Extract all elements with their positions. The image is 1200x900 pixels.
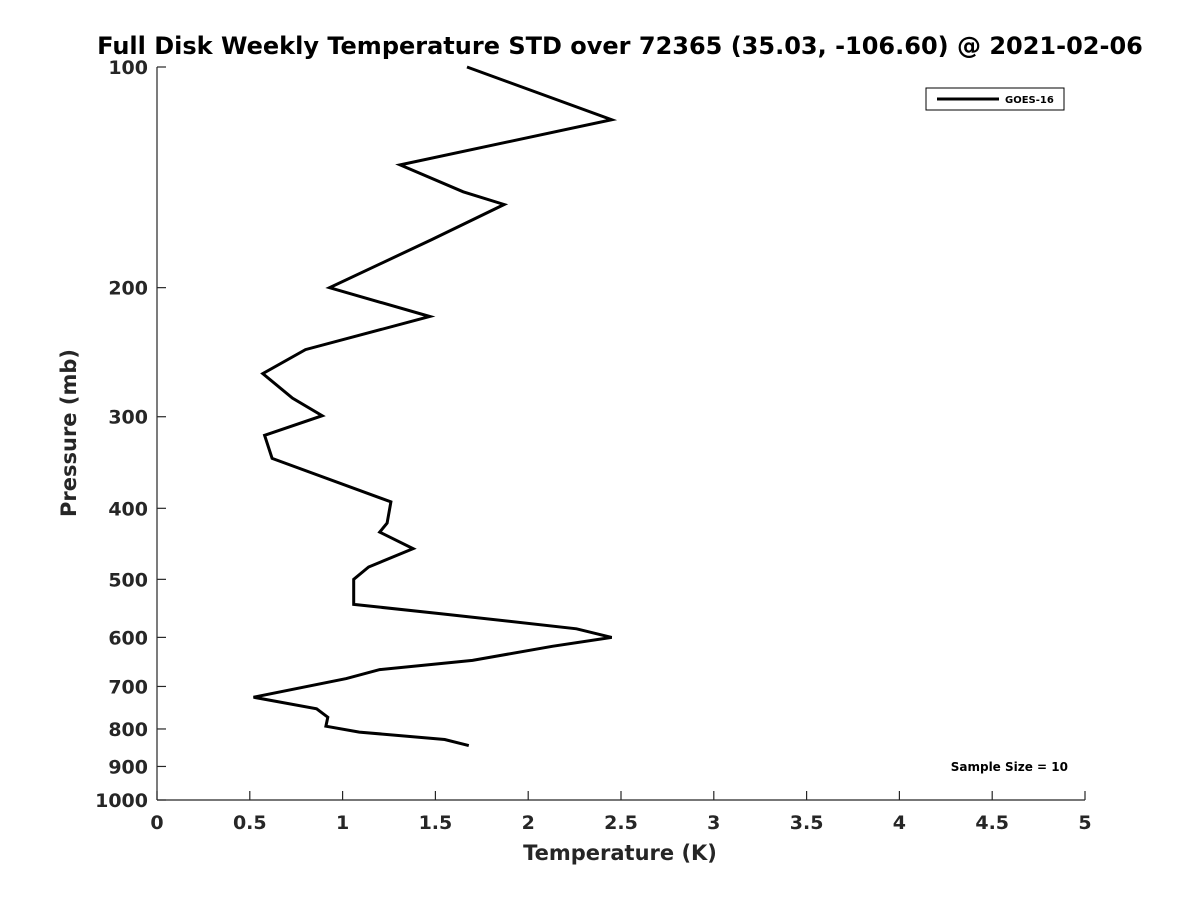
y-tick-label: 500 [108, 569, 148, 591]
y-tick-label: 700 [108, 676, 148, 698]
y-tick-label: 800 [108, 719, 148, 741]
y-axis-label: Pressure (mb) [57, 349, 81, 517]
x-tick-label: 3.5 [790, 812, 824, 834]
x-tick-label: 4.5 [975, 812, 1009, 834]
sample-size-annotation: Sample Size = 10 [951, 760, 1068, 774]
y-tick-label: 300 [108, 407, 148, 429]
x-tick-label: 4 [893, 812, 906, 834]
legend-label-goes-16: GOES-16 [1005, 95, 1054, 106]
y-tick-label: 600 [108, 627, 148, 649]
x-axis-ticks: 0 0.5 1 1.5 2 2.5 3 3.5 4 4.5 5 [150, 791, 1092, 834]
y-tick-label: 400 [108, 498, 148, 520]
x-tick-label: 0.5 [233, 812, 267, 834]
y-tick-label: 900 [108, 756, 148, 778]
x-axis-label: Temperature (K) [523, 841, 717, 865]
series-line-goes-16 [253, 65, 618, 748]
x-tick-label: 5 [1078, 812, 1091, 834]
y-axis-ticks: 100 200 300 400 500 600 700 800 900 1000 [95, 57, 166, 812]
chart-title: Full Disk Weekly Temperature STD over 72… [97, 32, 1143, 60]
x-tick-label: 0 [150, 812, 163, 834]
y-tick-label: 100 [108, 57, 148, 79]
legend: GOES-16 [925, 87, 1065, 111]
plot-area: 0 0.5 1 1.5 2 2.5 3 3.5 4 4.5 5 100 200 300 400 500 600… [95, 57, 1092, 834]
x-tick-label: 1 [336, 812, 349, 834]
x-tick-label: 2.5 [604, 812, 638, 834]
y-tick-label: 200 [108, 278, 148, 300]
y-tick-label: 1000 [95, 790, 148, 812]
x-tick-label: 1.5 [419, 812, 453, 834]
x-tick-label: 3 [707, 812, 720, 834]
x-tick-label: 2 [522, 812, 535, 834]
